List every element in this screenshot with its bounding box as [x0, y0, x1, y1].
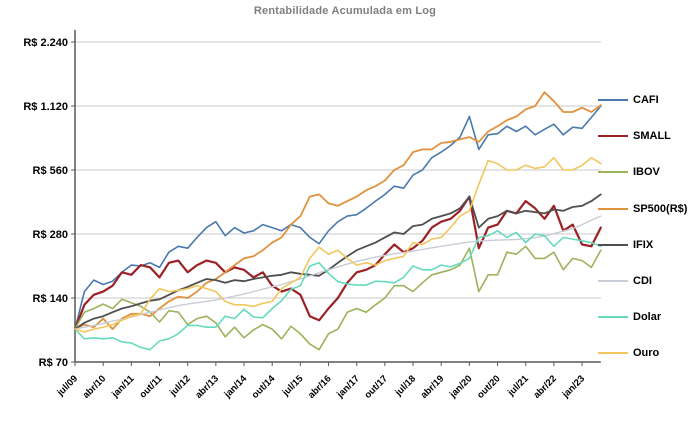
legend-item: IFIX [598, 227, 690, 263]
legend-line-swatch [598, 243, 628, 246]
legend-line-swatch [598, 171, 628, 174]
legend-label: CAFI [633, 94, 659, 107]
y-axis-label: R$ 2.240 [23, 37, 68, 49]
y-axis-label: R$ 560 [33, 165, 68, 177]
series-line-CAFI [74, 105, 602, 330]
series-line-IBOV [74, 245, 602, 351]
series-line-Dolar [74, 230, 602, 351]
x-axis-label: out/11 [137, 373, 165, 401]
x-axis-label: jul/18 [392, 373, 418, 399]
legend-item: IBOV [598, 154, 690, 190]
legend: CAFI SMALL IBOV SP500(R$) IFIX CDI Dolar… [598, 82, 690, 372]
legend-label: SMALL [633, 130, 671, 143]
y-axis-label: R$ 140 [33, 293, 68, 305]
legend-line-swatch [598, 207, 628, 210]
x-axis-label: abr/16 [306, 373, 334, 401]
x-axis-label: out/20 [475, 373, 503, 401]
x-axis-label: abr/22 [531, 373, 559, 401]
legend-label: IFIX [633, 238, 654, 251]
series-line-IFIX [74, 193, 602, 331]
legend-label: IBOV [633, 166, 660, 179]
x-axis-label: jul/21 [505, 373, 531, 399]
legend-line-swatch [598, 316, 628, 319]
x-axis-label: out/14 [250, 373, 278, 401]
y-axis-label: R$ 1.120 [23, 101, 68, 113]
x-axis-label: jan/23 [560, 373, 588, 401]
x-axis-label: jul/09 [54, 373, 80, 399]
x-axis-label: jan/20 [447, 373, 475, 401]
legend-line-swatch [598, 135, 628, 138]
legend-item: Dolar [598, 299, 690, 335]
legend-label: Ouro [633, 347, 660, 360]
x-axis-label: jan/14 [222, 373, 250, 401]
legend-label: SP500(R$) [633, 202, 688, 215]
y-axis-label: R$ 280 [33, 229, 68, 241]
legend-line-swatch [598, 99, 628, 102]
x-axis-label: jan/17 [334, 373, 362, 401]
legend-line-swatch [598, 280, 628, 283]
x-axis-label: out/17 [362, 373, 390, 401]
series-line-CDI [74, 215, 602, 330]
legend-line-swatch [598, 352, 628, 355]
series-line-Ouro [74, 156, 602, 333]
legend-label: Dolar [633, 311, 662, 324]
legend-item: SMALL [598, 118, 690, 154]
chart-title: Rentabilidade Acumulada em Log [253, 5, 437, 17]
x-axis-label: jul/12 [167, 373, 193, 399]
x-axis-label: abr/13 [193, 373, 221, 401]
legend-item: Ouro [598, 335, 690, 371]
x-axis-label: jan/11 [109, 373, 137, 401]
legend-item: CDI [598, 263, 690, 299]
y-axis-label: R$ 70 [39, 357, 68, 369]
legend-item: CAFI [598, 82, 690, 118]
legend-label: CDI [633, 275, 652, 288]
legend-item: SP500(R$) [598, 191, 690, 227]
x-axis-label: jul/15 [280, 373, 306, 399]
x-axis-label: abr/10 [81, 373, 109, 401]
series-line-SP500(R$) [74, 91, 602, 331]
x-axis-label: abr/19 [419, 373, 447, 401]
